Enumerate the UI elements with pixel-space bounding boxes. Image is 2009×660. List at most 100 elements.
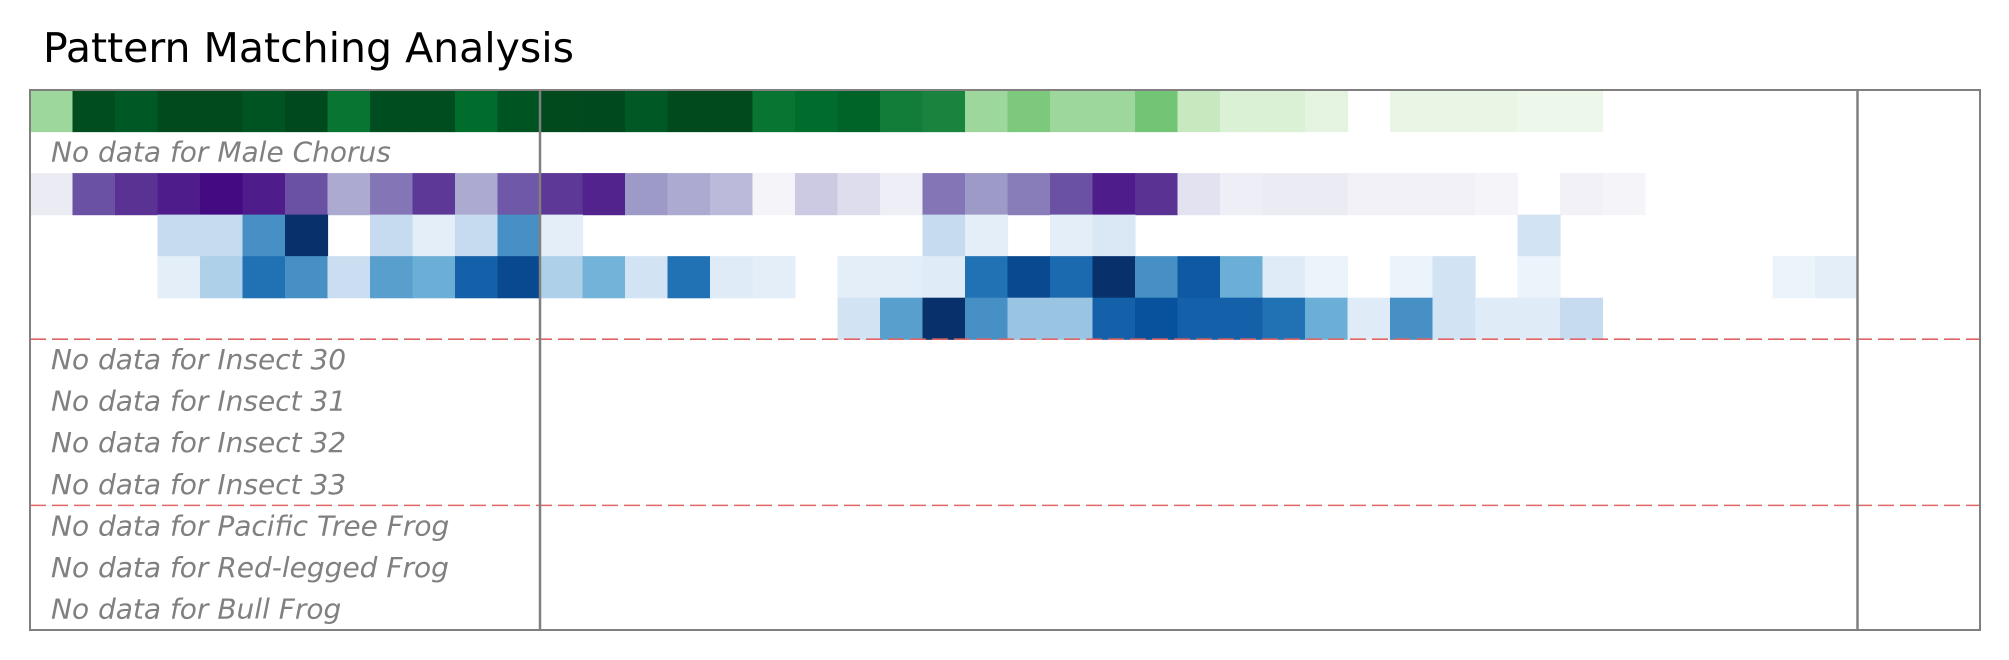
heatmap-cell bbox=[923, 215, 966, 257]
heatmap-cell bbox=[1305, 298, 1348, 340]
heatmap-cell bbox=[1093, 173, 1136, 215]
heatmap-cell bbox=[838, 298, 881, 340]
heatmap-cell bbox=[158, 90, 201, 132]
heatmap-cell bbox=[1135, 298, 1178, 340]
heatmap-cell bbox=[1093, 90, 1136, 132]
heatmap-cell bbox=[1305, 173, 1348, 215]
heatmap-cell bbox=[73, 173, 116, 215]
heatmap-cell bbox=[1008, 256, 1051, 298]
heatmap-cell bbox=[583, 256, 626, 298]
no-data-label: No data for Insect 30 bbox=[51, 343, 346, 376]
heatmap-cell bbox=[1135, 90, 1178, 132]
heatmap-cell bbox=[965, 256, 1008, 298]
heatmap-cell bbox=[710, 90, 753, 132]
heatmap-cell bbox=[1815, 256, 1858, 298]
no-data-label: No data for Insect 31 bbox=[51, 385, 346, 418]
heatmap-cell bbox=[370, 90, 413, 132]
heatmap-cell bbox=[1263, 298, 1306, 340]
heatmap-cell bbox=[1050, 215, 1093, 257]
heatmap-cell bbox=[285, 173, 328, 215]
heatmap-cell bbox=[413, 256, 456, 298]
heatmap-cell bbox=[1050, 173, 1093, 215]
heatmap-cell bbox=[1050, 256, 1093, 298]
heatmap-cell bbox=[923, 90, 966, 132]
heatmap-cell bbox=[455, 173, 498, 215]
heatmap-cell bbox=[923, 298, 966, 340]
heatmap-cell bbox=[1050, 298, 1093, 340]
no-data-label: No data for Bull Frog bbox=[51, 592, 341, 625]
heatmap-cell bbox=[243, 173, 286, 215]
heatmap-cell bbox=[200, 173, 243, 215]
heatmap-cell bbox=[1518, 90, 1561, 132]
heatmap-cell bbox=[1433, 256, 1476, 298]
heatmap-cell bbox=[880, 90, 923, 132]
heatmap-cell bbox=[753, 90, 796, 132]
heatmap-cell bbox=[880, 256, 923, 298]
heatmap-cell bbox=[370, 215, 413, 257]
heatmap-cell bbox=[1178, 173, 1221, 215]
heatmap-cell bbox=[285, 215, 328, 257]
heatmap-cell bbox=[1603, 173, 1646, 215]
heatmap-cell bbox=[328, 256, 371, 298]
heatmap-cell bbox=[1008, 298, 1051, 340]
heatmap-cell bbox=[1433, 173, 1476, 215]
no-data-label: No data for Pacific Tree Frog bbox=[51, 509, 449, 542]
heatmap-cell bbox=[1178, 256, 1221, 298]
heatmap-cell bbox=[158, 173, 201, 215]
heatmap-cell bbox=[540, 90, 583, 132]
heatmap-cell bbox=[1220, 173, 1263, 215]
heatmap-cell bbox=[965, 173, 1008, 215]
heatmap-cell bbox=[328, 90, 371, 132]
heatmap-cell bbox=[1390, 298, 1433, 340]
heatmap-cell bbox=[540, 173, 583, 215]
heatmap-cell bbox=[30, 90, 73, 132]
heatmap-cell bbox=[583, 90, 626, 132]
heatmap-cell bbox=[540, 256, 583, 298]
heatmap-cell bbox=[1263, 90, 1306, 132]
heatmap-cell bbox=[370, 256, 413, 298]
heatmap-cell bbox=[413, 90, 456, 132]
heatmap-cell bbox=[200, 256, 243, 298]
heatmap-cell bbox=[413, 173, 456, 215]
heatmap-cell bbox=[1390, 256, 1433, 298]
heatmap-cell bbox=[1305, 90, 1348, 132]
no-data-label: No data for Male Chorus bbox=[51, 135, 391, 168]
heatmap-cell bbox=[1220, 256, 1263, 298]
heatmap-cell bbox=[1475, 173, 1518, 215]
heatmap-cell bbox=[498, 256, 541, 298]
heatmap-cell bbox=[1178, 298, 1221, 340]
heatmap-cell bbox=[1093, 256, 1136, 298]
no-data-label: No data for Insect 32 bbox=[51, 426, 346, 459]
heatmap-cell bbox=[1433, 90, 1476, 132]
heatmap-cell bbox=[1518, 298, 1561, 340]
heatmap-cell bbox=[30, 173, 73, 215]
heatmap-cell bbox=[1263, 256, 1306, 298]
no-data-label: No data for Red-legged Frog bbox=[51, 551, 449, 584]
heatmap-cell bbox=[795, 90, 838, 132]
heatmap-cell bbox=[625, 90, 668, 132]
no-data-label: No data for Insect 33 bbox=[51, 468, 346, 501]
heatmap-cell bbox=[965, 298, 1008, 340]
heatmap-cell bbox=[498, 215, 541, 257]
heatmap-cell bbox=[285, 256, 328, 298]
heatmap-cell bbox=[1560, 173, 1603, 215]
heatmap-cells bbox=[30, 90, 1858, 340]
heatmap-cell bbox=[753, 256, 796, 298]
heatmap-cell bbox=[158, 256, 201, 298]
heatmap-cell bbox=[1220, 90, 1263, 132]
heatmap-cell bbox=[1560, 298, 1603, 340]
heatmap-cell bbox=[795, 173, 838, 215]
heatmap-cell bbox=[1008, 90, 1051, 132]
heatmap-cell bbox=[370, 173, 413, 215]
heatmap-cell bbox=[285, 90, 328, 132]
heatmap-cell bbox=[1433, 298, 1476, 340]
heatmap-cell bbox=[923, 256, 966, 298]
heatmap-cell bbox=[1518, 215, 1561, 257]
heatmap-cell bbox=[838, 256, 881, 298]
heatmap-cell bbox=[1178, 90, 1221, 132]
heatmap-cell bbox=[1305, 256, 1348, 298]
heatmap-cell bbox=[1390, 90, 1433, 132]
heatmap-cell bbox=[540, 215, 583, 257]
heatmap-cell bbox=[838, 173, 881, 215]
